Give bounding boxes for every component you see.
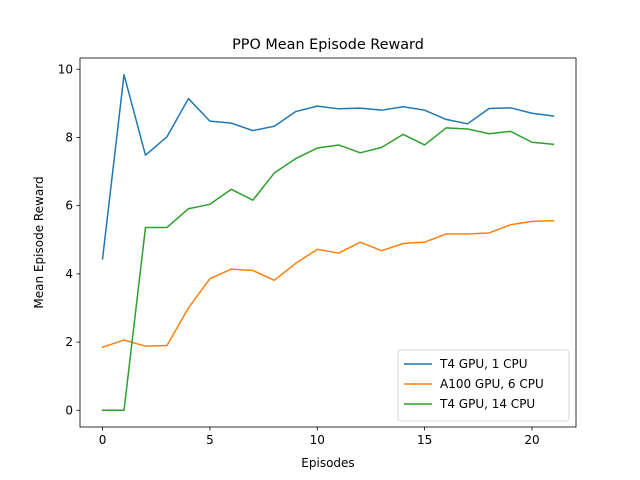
legend-label-3: T4 GPU, 14 CPU	[439, 397, 535, 411]
y-tick-label: 10	[58, 62, 73, 76]
x-tick-label: 5	[206, 433, 214, 447]
y-tick-label: 4	[65, 267, 73, 281]
y-tick-label: 6	[65, 199, 73, 213]
plot-frame	[79, 57, 577, 428]
x-tick-label: 20	[524, 433, 539, 447]
legend-label-2: A100 GPU, 6 CPU	[440, 377, 544, 391]
legend-label-1: T4 GPU, 1 CPU	[439, 357, 528, 371]
series-line-3	[101, 127, 555, 412]
y-tick-label: 0	[65, 403, 73, 417]
y-tick-label: 8	[65, 130, 73, 144]
x-axis-label: Episodes	[301, 456, 354, 470]
x-tick-label: 10	[310, 433, 325, 447]
legend-box	[397, 349, 570, 422]
legend: T4 GPU, 1 CPU A100 GPU, 6 CPU T4 GPU, 14 C…	[397, 349, 570, 422]
series-layer	[101, 73, 555, 412]
x-tick-label: 0	[99, 433, 107, 447]
chart-title: PPO Mean Episode Reward	[232, 37, 424, 53]
y-axis-label: Mean Episode Reward	[32, 176, 46, 308]
ticks-layer: 0 5 10 15 20 0 2 4 6 8 10	[58, 62, 540, 447]
y-tick-label: 2	[65, 335, 73, 349]
series-line-1	[101, 73, 555, 260]
series-line-2	[101, 219, 555, 349]
x-tick-label: 15	[417, 433, 432, 447]
